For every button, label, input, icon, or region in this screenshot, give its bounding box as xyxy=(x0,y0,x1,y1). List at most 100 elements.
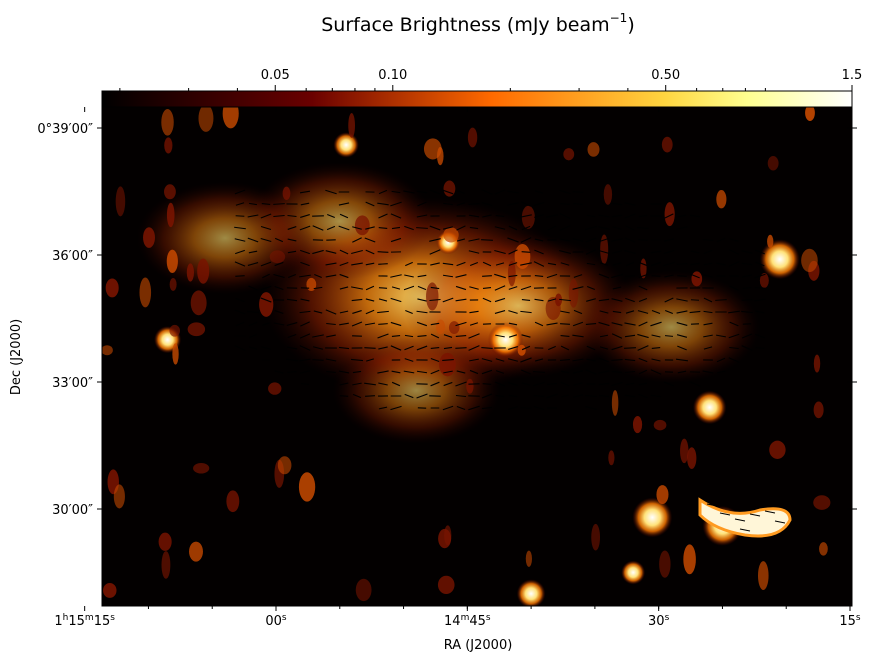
polarization-vector xyxy=(457,189,465,195)
polarization-vector xyxy=(365,262,375,266)
polarization-vector xyxy=(690,262,700,266)
polarization-vector xyxy=(378,227,388,229)
polarization-vector xyxy=(716,370,726,374)
polarization-vector xyxy=(378,213,388,219)
noise-blob xyxy=(687,447,697,469)
polarization-vector xyxy=(611,370,623,374)
polarization-vector xyxy=(299,225,311,231)
polarization-vector xyxy=(546,214,558,218)
polarization-vector xyxy=(533,395,545,397)
polarization-vector xyxy=(287,238,297,242)
polarization-vector xyxy=(455,321,467,327)
polarization-vector xyxy=(247,237,259,243)
polarization-vector xyxy=(547,225,557,231)
y-axis-label: Dec (J2000) xyxy=(9,319,24,395)
polarization-vector xyxy=(534,275,544,277)
polarization-vector xyxy=(521,345,531,351)
polarization-vector xyxy=(560,262,570,266)
polarization-vector xyxy=(677,345,687,351)
polarization-vector xyxy=(586,298,596,302)
polarization-vector xyxy=(624,322,636,326)
polarization-vector xyxy=(326,225,336,231)
polarization-vector xyxy=(716,262,726,266)
polarization-vector xyxy=(482,297,492,303)
noise-blob xyxy=(521,205,535,229)
polarization-vector xyxy=(404,393,414,399)
polarization-vector xyxy=(456,202,466,206)
chart-title: Surface Brightness (mJy beam−1) xyxy=(321,11,635,36)
polarization-vector xyxy=(494,310,506,314)
polarization-vector xyxy=(651,358,661,362)
polarization-vector xyxy=(624,370,636,374)
polarization-vector xyxy=(391,381,401,387)
polarization-vector xyxy=(390,321,402,327)
polarization-vector xyxy=(534,358,544,362)
polarization-vector xyxy=(248,285,258,291)
polarization-vector xyxy=(612,226,622,230)
x-tick-label-part: s xyxy=(856,613,861,623)
polarization-vector xyxy=(352,310,362,314)
polarization-vector xyxy=(364,382,376,386)
polarization-vector xyxy=(703,297,713,303)
noise-blob xyxy=(603,184,613,205)
polarization-vector xyxy=(468,405,480,411)
polarization-vector xyxy=(378,346,388,350)
polarization-vector xyxy=(300,202,310,206)
polarization-vector xyxy=(403,370,415,374)
polarization-vector xyxy=(468,203,480,205)
polarization-vector xyxy=(455,347,467,349)
polarization-vector xyxy=(417,285,427,291)
polarization-vector xyxy=(546,273,558,279)
polarization-vector xyxy=(262,273,270,279)
polarization-vector xyxy=(416,370,428,374)
noise-blob xyxy=(259,292,274,317)
noise-blob xyxy=(555,293,563,307)
polarization-vector xyxy=(404,345,414,351)
polarization-vector xyxy=(468,238,480,242)
polarization-vector xyxy=(611,298,623,302)
polarization-vector xyxy=(482,287,492,289)
polarization-vector xyxy=(481,393,493,399)
noise-blob xyxy=(115,186,126,217)
polarization-vector xyxy=(599,394,609,398)
polarization-vector xyxy=(442,297,454,303)
polarization-vector xyxy=(443,381,453,387)
polarization-vector xyxy=(235,249,245,255)
polarization-vector xyxy=(364,322,376,326)
polarization-vector xyxy=(442,274,454,278)
noise-blob xyxy=(426,282,439,311)
polarization-vector xyxy=(520,237,532,243)
polarization-vector xyxy=(572,358,584,362)
polarization-vector xyxy=(741,299,753,301)
polarization-vector xyxy=(572,238,584,242)
colorbar-tick-label: 1.5 xyxy=(842,68,863,83)
polarization-vector xyxy=(351,249,363,255)
polarization-vector xyxy=(313,310,323,314)
polarization-vector xyxy=(611,322,623,326)
polarization-vector xyxy=(611,333,623,339)
polarization-vector xyxy=(481,202,493,206)
polarization-vector xyxy=(416,345,428,351)
noise-blob xyxy=(348,113,355,138)
polarization-vector xyxy=(378,189,388,195)
polarization-vector xyxy=(339,310,349,314)
polarization-vector xyxy=(586,214,596,218)
polarization-vector xyxy=(416,227,428,229)
noise-blob xyxy=(467,127,478,148)
polarization-vector xyxy=(742,287,752,289)
polarization-vector xyxy=(586,285,596,291)
polarization-vector xyxy=(728,261,740,267)
polarization-vector xyxy=(273,273,285,279)
noise-blob xyxy=(661,136,673,153)
polarization-vector xyxy=(442,262,454,266)
polarization-vector xyxy=(391,286,401,290)
polarization-vector xyxy=(507,202,519,206)
polarization-vector xyxy=(352,226,362,230)
x-tick-label: 15s xyxy=(839,613,861,629)
noise-blob xyxy=(656,485,669,505)
polarization-vector xyxy=(494,285,506,291)
polarization-vector xyxy=(287,371,297,373)
polarization-vector xyxy=(378,263,388,265)
polarization-vector xyxy=(287,226,297,230)
colorbar-ticks: 0.05 0.10 0.50 1.5 xyxy=(119,68,863,91)
